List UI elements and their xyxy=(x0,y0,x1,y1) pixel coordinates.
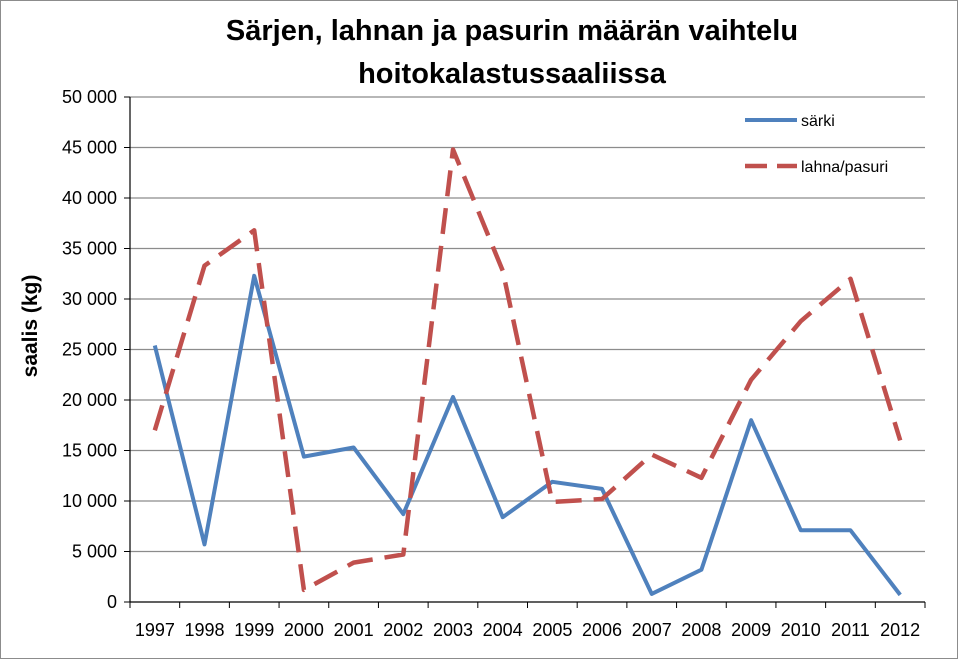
chart-title-line-2: hoitokalastussaaliissa xyxy=(358,58,667,90)
y-tick-label: 45 000 xyxy=(62,138,117,158)
legend-label: lahna/pasuri xyxy=(801,159,888,176)
y-tick-label: 5 000 xyxy=(72,542,117,562)
legend: särki lahna/pasuri xyxy=(745,113,888,176)
x-tick-label: 2010 xyxy=(781,620,821,640)
x-tick-label: 1997 xyxy=(135,620,175,640)
chart-title: Särjen, lahnan ja pasurin määrän vaihtel… xyxy=(226,15,798,90)
x-tick-label: 2011 xyxy=(831,620,870,640)
x-tick-label: 2007 xyxy=(632,620,672,640)
x-tick-label: 2008 xyxy=(681,620,721,640)
series-lines xyxy=(152,147,903,597)
y-tick-label: 40 000 xyxy=(62,188,117,208)
x-tick-label: 2002 xyxy=(383,620,423,640)
x-tick-label: 2005 xyxy=(532,620,572,640)
x-tick-label: 2006 xyxy=(582,620,622,640)
y-tick-label: 0 xyxy=(107,592,117,612)
chart-title-line-1: Särjen, lahnan ja pasurin määrän vaihtel… xyxy=(226,15,798,47)
x-tick-label: 2004 xyxy=(483,620,523,640)
series-line-sarki xyxy=(152,273,902,597)
x-tick-label: 2001 xyxy=(334,620,374,640)
series-line-lahna-pasuri xyxy=(152,147,903,593)
legend-label: särki xyxy=(801,113,835,130)
x-tick-label: 1999 xyxy=(234,620,274,640)
y-tick-label: 25 000 xyxy=(62,340,117,360)
y-tick-label: 35 000 xyxy=(62,239,117,259)
x-tick-label: 1998 xyxy=(185,620,225,640)
x-tick-label: 2012 xyxy=(880,620,920,640)
y-tick-label: 20 000 xyxy=(62,390,117,410)
y-axis-label: saalis (kg) xyxy=(19,275,42,378)
x-tick-label: 2003 xyxy=(433,620,473,640)
y-tick-label: 15 000 xyxy=(62,441,117,461)
x-tick-label: 2009 xyxy=(731,620,771,640)
y-tick-label: 10 000 xyxy=(62,491,117,511)
y-tick-label: 30 000 xyxy=(62,289,117,309)
y-tick-label: 50 000 xyxy=(62,87,117,107)
axes: 0 5 000 10 000 15 000 20 000 25 000 30 000 35 0… xyxy=(62,87,926,640)
x-tick-label: 2000 xyxy=(284,620,324,640)
